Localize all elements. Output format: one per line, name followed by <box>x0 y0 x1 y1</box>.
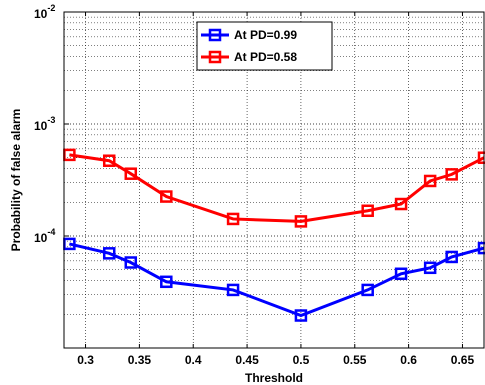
x-tick-labels: 0.3 0.35 0.4 0.45 0.5 0.55 0.6 0.65 <box>77 12 474 367</box>
data-point <box>423 261 437 275</box>
legend-item: At PD=0.58 <box>201 50 297 64</box>
series-1 <box>63 237 485 322</box>
data-point <box>394 267 408 281</box>
data-point <box>394 197 408 211</box>
y-tick-label: 10-4 <box>34 227 55 245</box>
data-point <box>294 309 308 322</box>
legend-marker <box>208 50 222 64</box>
data-point <box>160 190 173 203</box>
data-point <box>102 154 116 167</box>
legend-label: At PD=0.58 <box>234 50 297 64</box>
legend: At PD=0.99 At PD=0.58 <box>196 21 333 71</box>
plot-frame <box>63 11 485 349</box>
x-axis-label: Threshold <box>245 371 303 385</box>
data-point <box>102 247 116 260</box>
data-point <box>160 275 173 289</box>
y-tick-label: 10-3 <box>34 115 55 133</box>
x-tick-label: 0.6 <box>400 353 417 367</box>
series-layer <box>63 148 485 322</box>
x-tick-label: 0.35 <box>128 353 152 367</box>
data-point <box>124 167 138 180</box>
series-line <box>69 153 485 223</box>
data-point <box>226 283 240 297</box>
legend-item: At PD=0.99 <box>201 28 297 42</box>
series-line <box>69 242 485 318</box>
data-point <box>294 215 308 228</box>
legend-label: At PD=0.99 <box>234 28 297 42</box>
data-point <box>445 168 458 181</box>
data-point <box>226 212 240 226</box>
data-point <box>361 283 374 297</box>
series-2 <box>63 148 485 228</box>
x-tick-label: 0.3 <box>77 353 94 367</box>
y-axis-label: Probability of false alarm <box>9 109 23 252</box>
x-tick-label: 0.5 <box>293 353 310 367</box>
data-point <box>124 256 138 269</box>
x-tick-label: 0.65 <box>451 353 475 367</box>
x-tick-label: 0.4 <box>185 353 202 367</box>
x-tick-label: 0.45 <box>235 353 259 367</box>
y-tick-labels: 10-2 10-3 10-4 <box>34 3 69 245</box>
data-point <box>445 250 458 264</box>
data-point <box>423 174 437 188</box>
y-tick-label: 10-2 <box>34 3 55 21</box>
data-point <box>361 204 374 218</box>
x-tick-label: 0.55 <box>343 353 367 367</box>
legend-marker <box>208 28 222 42</box>
